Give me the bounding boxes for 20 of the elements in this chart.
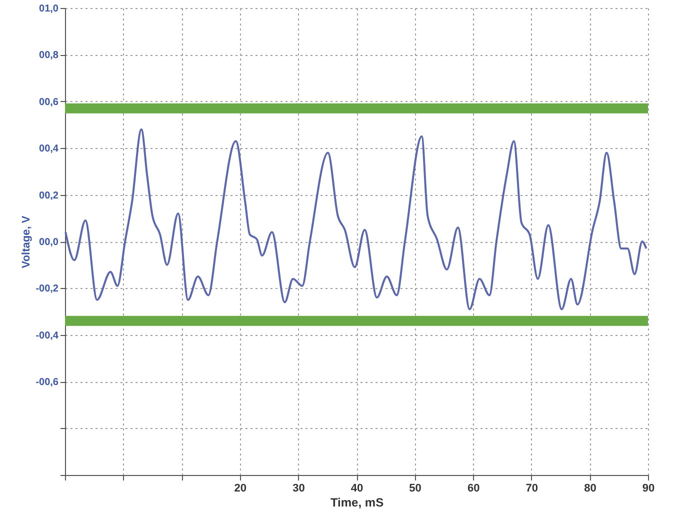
line-series [64, 128, 648, 310]
y-tick-label: 00,4 [39, 144, 59, 155]
x-axis-title: Time, mS [330, 496, 384, 510]
x-tick-label: 30 [292, 482, 305, 494]
y-tick-label: -00,4 [36, 330, 59, 342]
x-tick-label: 80 [584, 482, 596, 494]
y-axis-title: Voltage, V [20, 215, 33, 268]
x-tick-label: 70 [526, 482, 538, 494]
y-tick-label: -00,6 [36, 377, 59, 388]
y-tick-label: 00,8 [39, 50, 59, 62]
y-tick-label: 00,0 [39, 237, 59, 248]
x-tick-label: 40 [350, 482, 364, 494]
y-tick-label: -00,2 [36, 284, 59, 295]
y-tick-label: 00,2 [39, 190, 59, 202]
x-tick-label: 20 [234, 482, 247, 494]
y-tick-label: 00,6 [39, 96, 59, 108]
y-tick-label: 01,0 [39, 4, 59, 14]
x-tick-label: 50 [409, 482, 422, 494]
x-tick-label: 60 [467, 482, 480, 494]
x-tick-label: 90 [642, 482, 655, 494]
